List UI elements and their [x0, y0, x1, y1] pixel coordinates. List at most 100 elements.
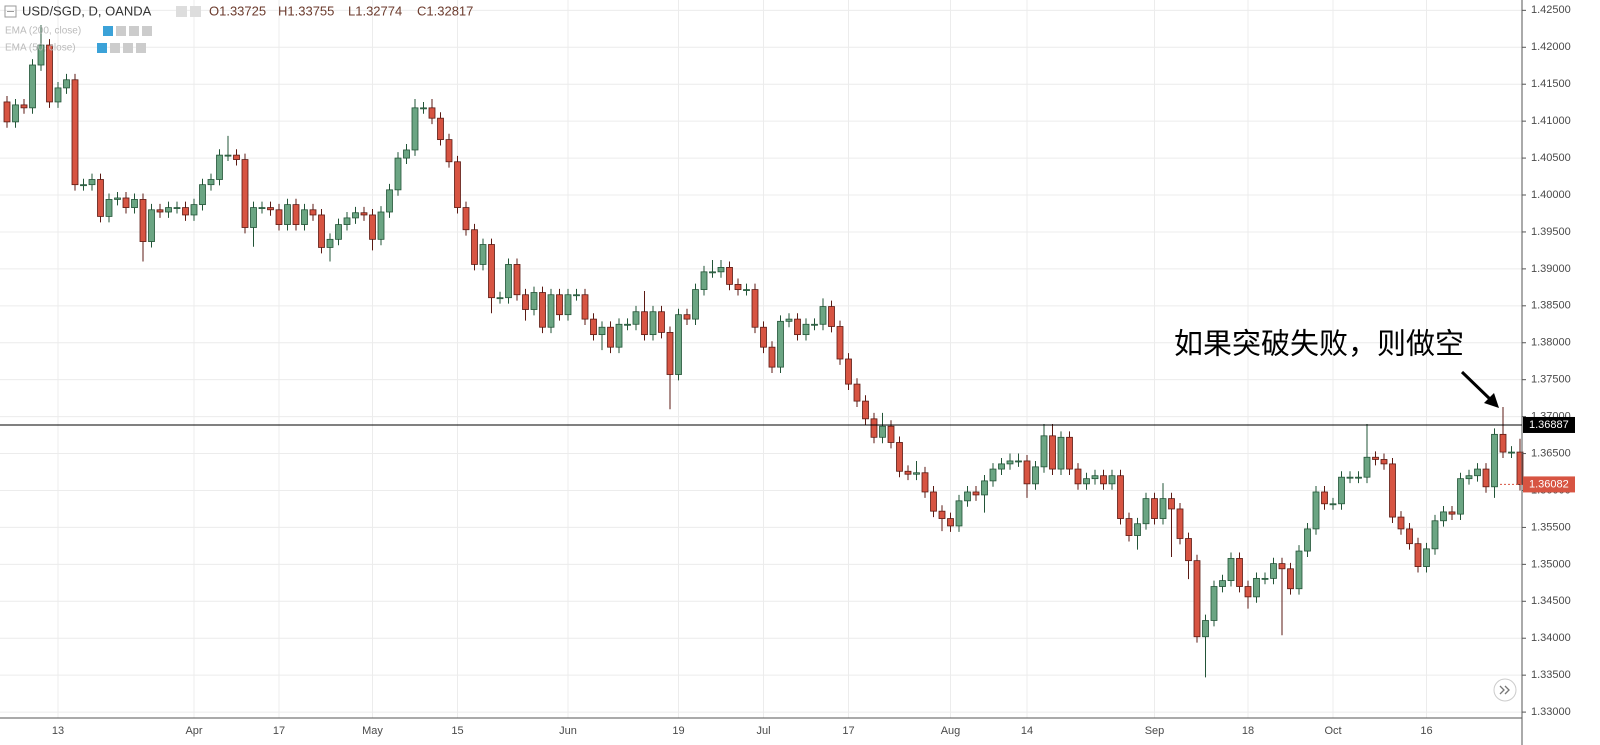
icon[interactable]: [123, 43, 133, 53]
candle-body: [224, 154, 232, 157]
icon[interactable]: [129, 26, 139, 36]
candle-body: [63, 79, 70, 89]
candle-body: [1499, 433, 1507, 453]
candle-body: [1414, 543, 1422, 567]
candle-body: [726, 267, 733, 285]
y-tick-label: 1.35000: [1531, 558, 1571, 570]
candle-body: [207, 179, 215, 186]
candle-body: [394, 157, 402, 191]
icon[interactable]: [110, 43, 120, 53]
candle-body: [1397, 516, 1405, 530]
candle-body: [513, 264, 521, 296]
candle-body: [1380, 459, 1388, 465]
candle-body: [250, 207, 257, 228]
icon[interactable]: [97, 43, 107, 53]
candle-body: [139, 199, 147, 242]
candle-body: [241, 159, 249, 228]
candle-body: [267, 207, 274, 211]
candle-body: [1482, 468, 1490, 488]
low-value: L1.32774: [348, 3, 402, 18]
candle-body: [505, 264, 512, 299]
candle-body: [88, 179, 96, 186]
candle-body: [972, 491, 980, 496]
candle-body: [1202, 620, 1209, 638]
candle-body: [1006, 460, 1014, 465]
icon[interactable]: [103, 26, 113, 36]
scroll-button[interactable]: [1493, 678, 1517, 702]
candle-body: [598, 326, 606, 336]
candle-body: [836, 326, 844, 360]
close-value: C1.32817: [417, 3, 473, 18]
candle-body: [556, 294, 563, 316]
candle-body: [1142, 498, 1150, 525]
icon[interactable]: [136, 43, 146, 53]
candle-body: [1236, 558, 1243, 587]
candle-body: [1176, 508, 1184, 539]
candle-body: [734, 283, 742, 290]
candle-body: [360, 212, 368, 216]
arrow-head: [1484, 393, 1499, 408]
candle-body: [1295, 550, 1303, 590]
candle-body: [156, 209, 164, 213]
y-tick-label: 1.41500: [1531, 78, 1571, 90]
candle-body: [1227, 558, 1235, 582]
candle-body: [1100, 475, 1107, 485]
candle-body: [479, 244, 487, 265]
candle-body: [80, 184, 87, 187]
candle-body: [632, 311, 640, 325]
x-tick-label: 19: [672, 725, 684, 737]
candle-body: [420, 107, 427, 110]
candle-body: [1355, 476, 1362, 479]
candle-body: [326, 238, 334, 248]
candle-body: [1270, 563, 1277, 579]
candle-body: [1219, 580, 1226, 587]
candle-body: [760, 326, 767, 348]
candle-body: [581, 294, 589, 320]
candle-body: [1457, 478, 1464, 515]
candle-body: [1108, 475, 1116, 485]
candle-body: [1151, 498, 1158, 519]
y-tick-label: 1.38500: [1531, 300, 1571, 312]
candle-body: [683, 314, 691, 320]
candle-body: [1338, 476, 1345, 505]
candle-body: [879, 425, 886, 438]
candle-body: [1508, 451, 1515, 454]
candle-body: [165, 207, 172, 213]
candle-body: [411, 107, 419, 151]
candle-body: [199, 184, 206, 206]
y-tick-label: 1.39000: [1531, 263, 1571, 275]
candle-body: [777, 320, 784, 368]
candle-body: [1372, 456, 1379, 460]
candle-body: [1049, 435, 1056, 470]
candle-body: [1440, 511, 1447, 522]
y-tick-label: 1.40000: [1531, 189, 1571, 201]
collapse-icon[interactable]: [4, 5, 17, 18]
candle-body: [1389, 463, 1396, 518]
symbol: USD/SGD, D, OANDA: [22, 3, 152, 18]
candle-body: [182, 207, 189, 216]
x-tick-label: Oct: [1324, 725, 1341, 737]
y-tick-label: 1.37500: [1531, 374, 1571, 386]
candle-body: [615, 323, 623, 348]
candle-body: [1423, 548, 1430, 567]
candle-body: [496, 297, 504, 300]
icon[interactable]: [116, 26, 126, 36]
open-value: O1.33725: [209, 3, 266, 18]
y-tick-label: 1.42500: [1531, 4, 1571, 16]
candle-body: [1091, 475, 1099, 480]
candle-body: [1083, 478, 1090, 485]
candle-body: [981, 480, 988, 496]
candle-body: [309, 209, 317, 216]
y-tick-label: 1.34500: [1531, 595, 1571, 607]
icon[interactable]: [176, 6, 187, 17]
icon[interactable]: [142, 26, 152, 36]
y-tick-label: 1.40500: [1531, 152, 1571, 164]
candle-body: [870, 418, 878, 438]
y-tick-label: 1.35500: [1531, 521, 1571, 533]
x-tick-label: 14: [1021, 725, 1033, 737]
candle-body: [471, 229, 478, 265]
icon[interactable]: [190, 6, 201, 17]
candle-body: [1253, 577, 1260, 598]
candle-body: [377, 211, 385, 240]
